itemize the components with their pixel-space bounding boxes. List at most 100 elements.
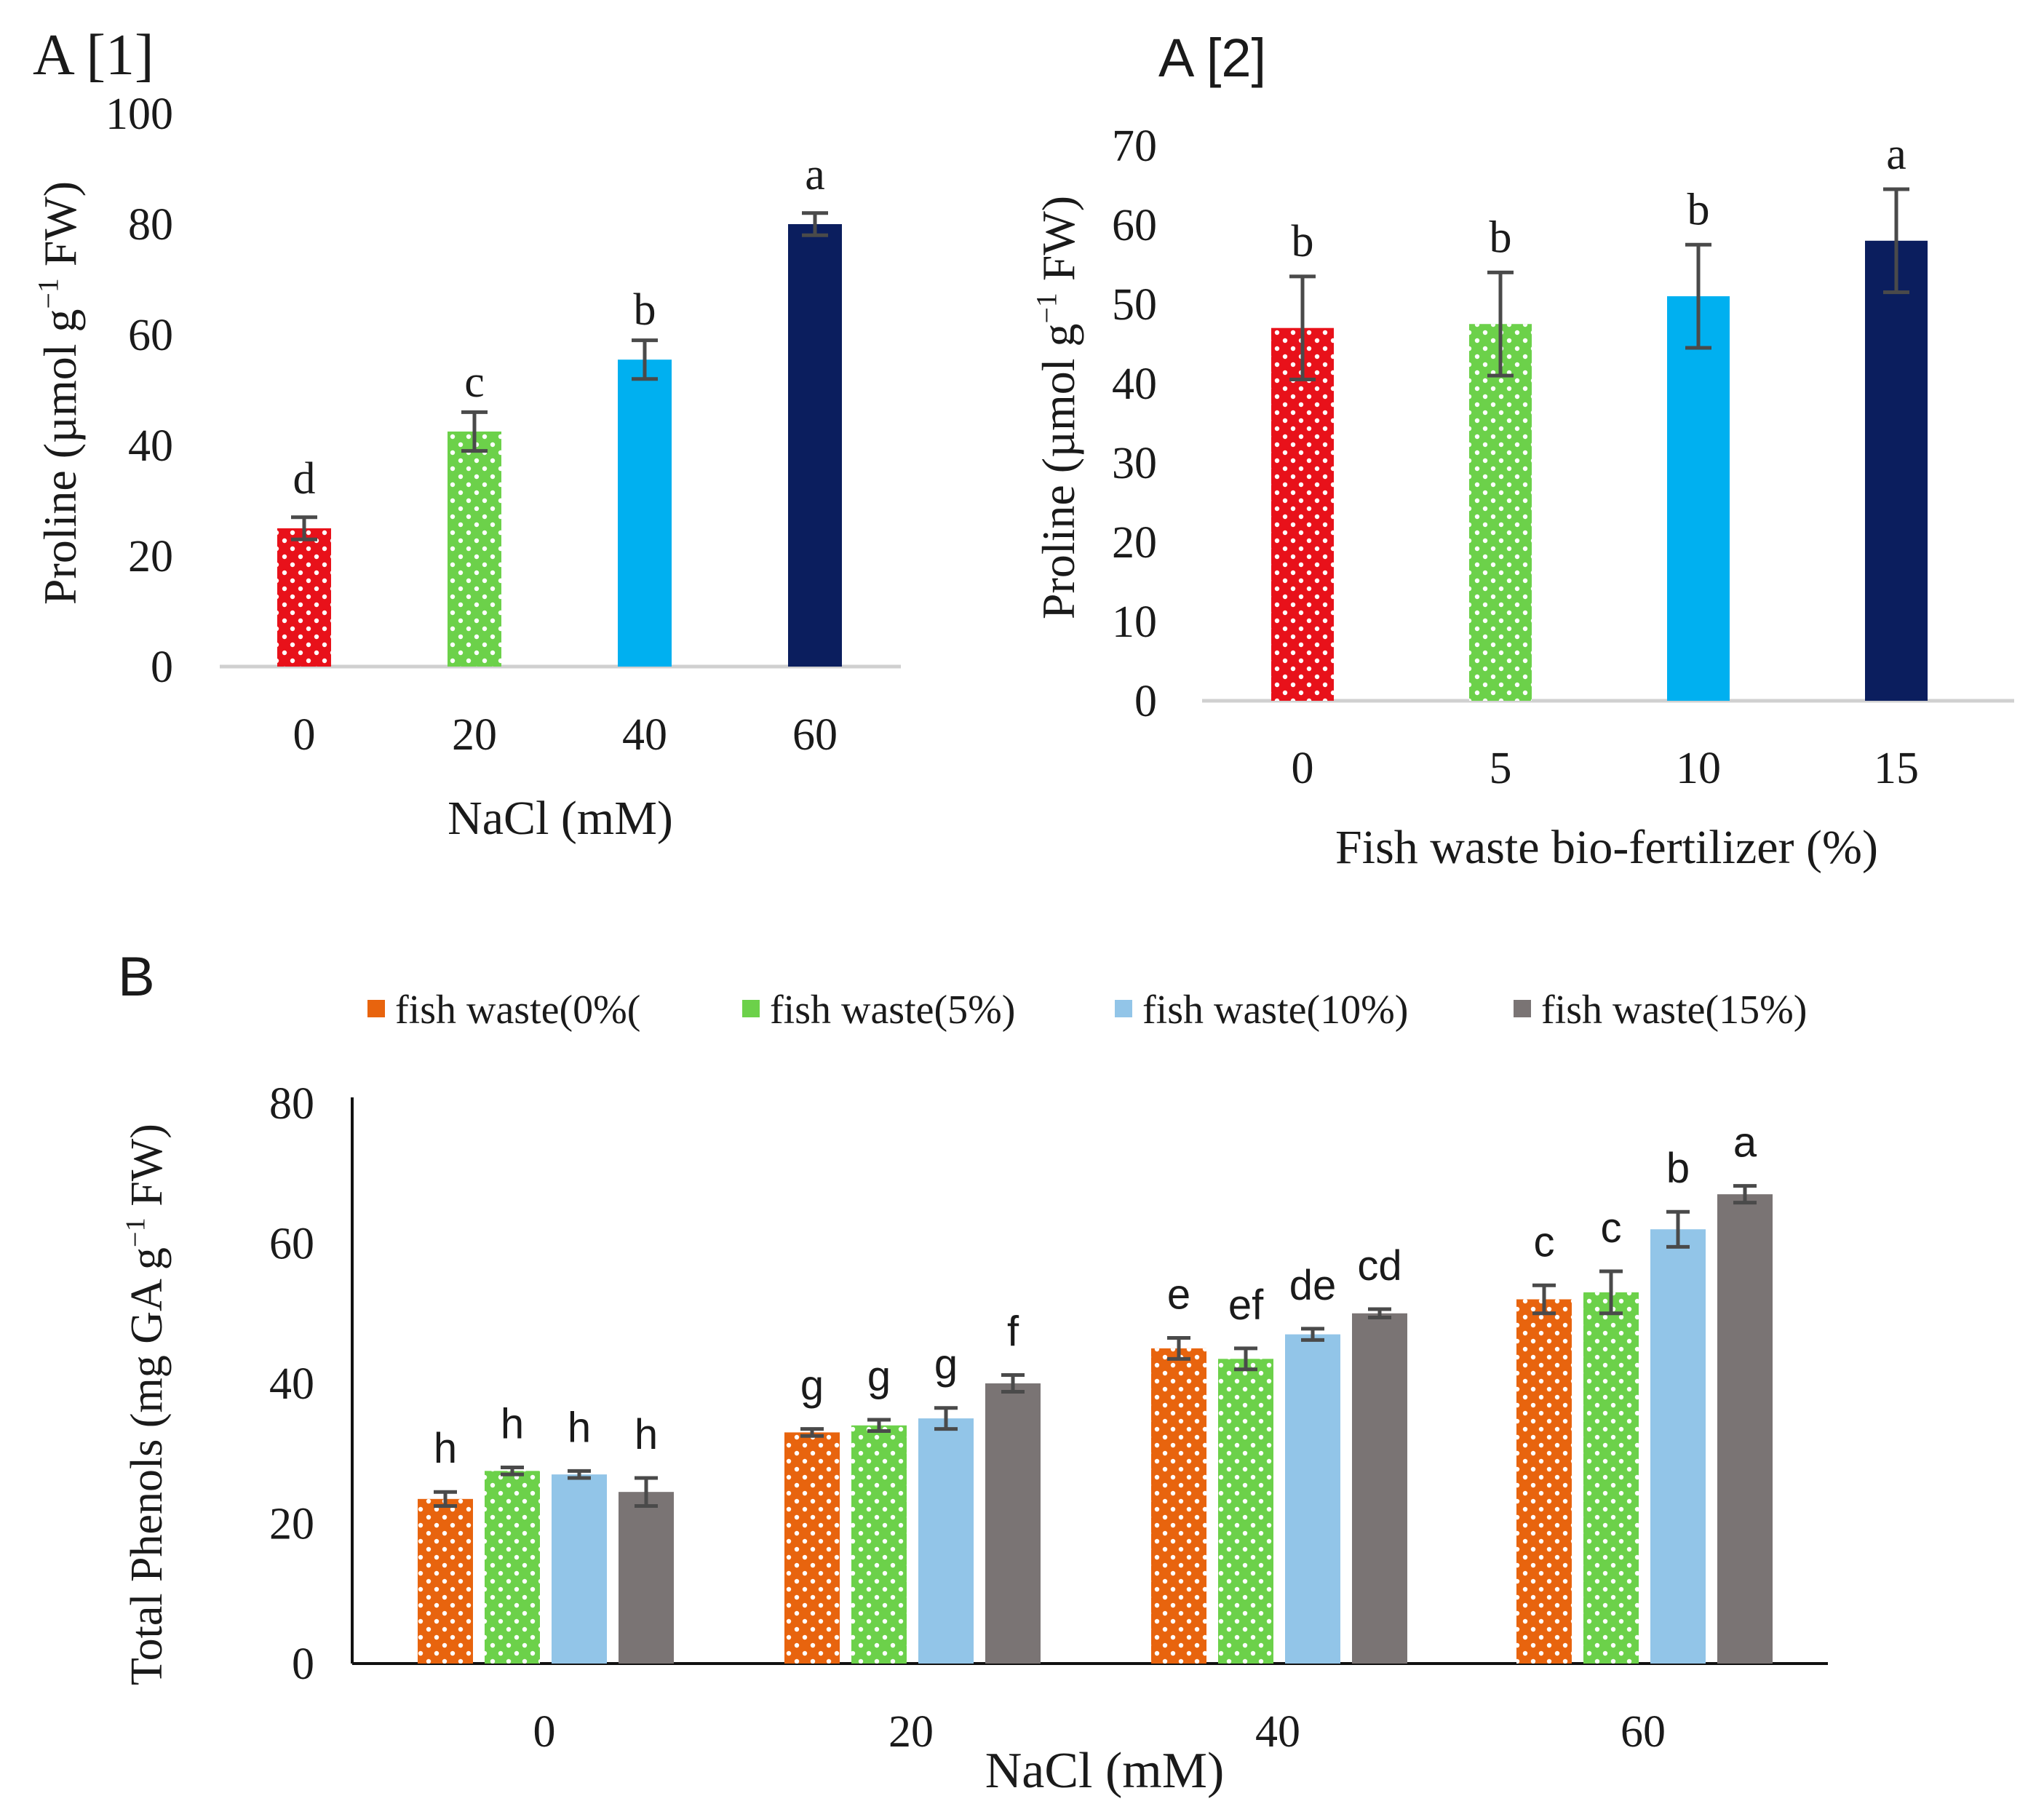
legend-item: fish waste(0%( (367, 988, 640, 1033)
significance-letter: e (1167, 1271, 1190, 1318)
bar-dots (448, 432, 501, 667)
x-tick-label: 0 (533, 1707, 556, 1757)
y-tick-label: 50 (1112, 280, 1157, 330)
x-tick-label: 20 (888, 1707, 934, 1757)
y-tick-label: 100 (106, 90, 173, 139)
significance-letter: g (934, 1341, 958, 1388)
panel-label: A [2] (1158, 28, 1266, 88)
bar (619, 1492, 674, 1664)
bar (1717, 1194, 1773, 1664)
x-axis-title: NaCl (mM) (448, 792, 673, 845)
y-tick-label: 20 (1112, 518, 1157, 568)
legend-label: fish waste(15%) (1541, 988, 1807, 1033)
legend-label: fish waste(10%) (1142, 988, 1408, 1033)
y-tick-label: 0 (1134, 677, 1157, 726)
legend-swatch (742, 1000, 760, 1017)
y-tick-label: 80 (128, 200, 173, 250)
bar-dots (1469, 324, 1532, 701)
bar-dots (418, 1498, 473, 1664)
x-tick-label: 20 (452, 710, 497, 760)
x-axis-title: NaCl (mM) (985, 1743, 1225, 1799)
legend-label: fish waste(5%) (770, 988, 1015, 1033)
y-tick-label: 20 (269, 1500, 314, 1549)
y-tick-label: 40 (269, 1359, 314, 1409)
y-axis-title: Total Phenols (mg GA g−1 FW) (120, 1124, 172, 1685)
significance-letter: cd (1357, 1242, 1401, 1290)
bar-dots (485, 1471, 540, 1664)
y-tick-label: 20 (128, 532, 173, 581)
bar (1667, 296, 1730, 702)
significance-letter: ef (1228, 1281, 1264, 1329)
legend-swatch (1115, 1000, 1132, 1017)
chart-a1: A [1] 0 20 40 60 80 100 d 0 c 20 b 40 a 60 NaCl (mM) Pro… (33, 23, 901, 845)
significance-letter: c (464, 357, 485, 407)
y-axis-title-tail: FW) (1033, 196, 1084, 293)
significance-letter: c (1534, 1218, 1555, 1265)
bar (1352, 1313, 1407, 1664)
y-tick-label: 0 (151, 643, 173, 692)
y-tick-label: 0 (292, 1640, 314, 1689)
panel-label: B (118, 946, 155, 1008)
legend-label: fish waste(0%( (395, 988, 640, 1033)
x-tick-label: 5 (1490, 744, 1512, 793)
x-tick-label: 10 (1676, 744, 1721, 793)
bar (1865, 240, 1928, 701)
x-tick-label: 0 (293, 710, 316, 760)
panel-label: A [1] (33, 23, 154, 87)
y-tick-label: 80 (269, 1079, 314, 1129)
bar-dots (1218, 1359, 1273, 1664)
legend-item: fish waste(15%) (1514, 988, 1807, 1033)
chart-a2: A [2] 0 10 20 30 40 50 60 70 b 0 b 5 b 10 a 15 Fish waste… (1031, 28, 2014, 874)
y-axis-title-main: Proline (µmol g (34, 309, 86, 605)
y-tick-label: 30 (1112, 439, 1157, 488)
significance-letter: b (1292, 217, 1314, 266)
y-tick-label: 70 (1112, 122, 1157, 171)
x-tick-label: 15 (1874, 744, 1919, 793)
y-axis-title: Proline (µmol g−1 FW) (1031, 196, 1084, 619)
bar (985, 1383, 1041, 1664)
y-axis-title-superscript: −1 (1031, 293, 1063, 323)
bar (618, 359, 672, 667)
bar-dots (1516, 1299, 1572, 1664)
bar (1285, 1334, 1340, 1664)
y-tick-label: 60 (269, 1220, 314, 1269)
x-tick-label: 60 (1621, 1707, 1666, 1757)
significance-letter: h (501, 1401, 524, 1448)
y-axis-title-main: Proline (µmol g (1033, 323, 1084, 619)
significance-letter: a (1733, 1119, 1757, 1167)
y-axis-title-main: Total Phenols (mg GA g (122, 1247, 172, 1685)
y-axis-title: Proline (µmol g−1 FW) (33, 181, 86, 605)
y-tick-label: 40 (128, 421, 173, 471)
significance-letter: h (568, 1404, 591, 1451)
significance-letter: a (1886, 130, 1906, 179)
significance-letter: b (1490, 212, 1512, 262)
legend-swatch (1514, 1000, 1531, 1017)
significance-letter: de (1289, 1262, 1337, 1309)
bar-dots (277, 528, 331, 667)
y-tick-label: 40 (1112, 359, 1157, 409)
y-tick-label: 60 (1112, 201, 1157, 250)
bar-dots (1271, 327, 1334, 701)
x-axis-title: Fish waste bio-fertilizer (%) (1335, 821, 1878, 874)
significance-letter: b (1687, 185, 1710, 234)
bar (788, 224, 842, 667)
legend-item: fish waste(10%) (1115, 988, 1408, 1033)
significance-letter: a (805, 150, 825, 199)
significance-letter: h (434, 1425, 457, 1472)
significance-letter: d (293, 454, 316, 504)
significance-letter: g (867, 1353, 891, 1400)
significance-letter: f (1007, 1308, 1019, 1355)
bar-dots (784, 1432, 840, 1664)
legend-swatch (367, 1000, 385, 1017)
significance-letter: h (635, 1411, 658, 1458)
x-tick-label: 0 (1292, 744, 1314, 793)
y-axis-title-tail: FW) (122, 1124, 172, 1217)
y-tick-label: 60 (128, 311, 173, 360)
x-tick-label: 40 (622, 710, 667, 760)
bar-dots (1151, 1348, 1206, 1664)
y-tick-label: 10 (1112, 597, 1157, 647)
significance-letter: c (1601, 1204, 1622, 1252)
y-axis-title-tail: FW) (34, 181, 86, 278)
